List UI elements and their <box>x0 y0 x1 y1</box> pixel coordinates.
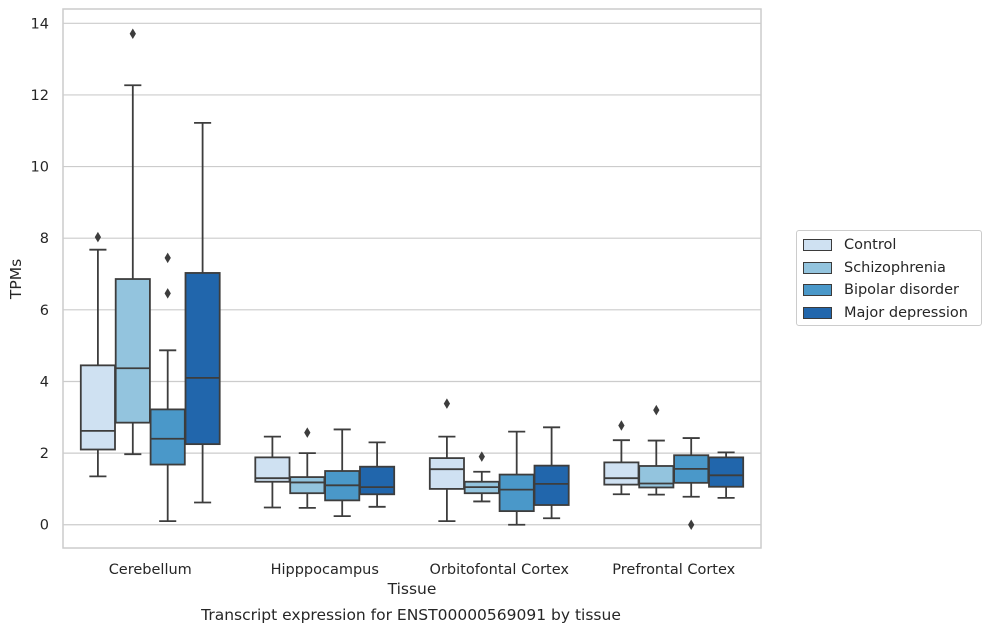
box-schizophrenia <box>289 427 326 509</box>
legend-item: Control <box>803 235 896 255</box>
legend-item: Schizophrenia <box>803 258 946 278</box>
box-major-depression <box>533 426 570 520</box>
y-tick-label: 4 <box>40 374 49 390</box>
legend-swatch <box>803 239 832 251</box>
legend-label: Control <box>844 237 897 253</box>
outlier-point <box>478 451 485 462</box>
box-schizophrenia <box>463 451 500 503</box>
y-tick-label: 8 <box>40 231 49 247</box>
y-tick-label: 12 <box>31 88 49 104</box>
x-tick-label: Hipppocampus <box>271 562 379 578</box>
legend-label: Major depression <box>844 304 968 321</box>
legend-label: Schizophrenia <box>844 259 946 276</box>
y-axis-label: TPMs <box>7 259 25 300</box>
outlier-point <box>688 519 695 530</box>
legend-swatch <box>803 284 832 296</box>
box-schizophrenia <box>114 28 151 456</box>
outlier-point <box>164 252 171 264</box>
y-tick-label: 0 <box>40 518 49 534</box>
outlier-point <box>164 288 171 299</box>
box-bipolar-disorder <box>149 252 186 523</box>
x-axis-label: Tissue <box>387 580 437 598</box>
box-major-depression <box>708 451 745 499</box>
outlier-point <box>443 398 451 409</box>
box-bipolar-disorder <box>673 437 710 530</box>
legend-swatch <box>803 306 832 319</box>
box-body <box>114 278 151 424</box>
box-control <box>603 420 640 496</box>
chart-caption: Transcript expression for ENST0000056909… <box>201 606 621 624</box>
box-body <box>289 476 326 495</box>
y-tick-label: 10 <box>31 160 49 176</box>
box-body <box>533 464 570 506</box>
box-bipolar-disorder <box>498 430 535 526</box>
x-tick-label: Orbitofontal Cortex <box>430 562 570 578</box>
legend-item: Major depression <box>803 303 968 323</box>
outlier-point <box>94 231 102 243</box>
y-tick-label: 6 <box>40 303 49 319</box>
outlier-point <box>618 420 625 431</box>
legend-swatch <box>803 261 832 274</box>
box-control <box>254 435 291 509</box>
box-major-depression <box>359 441 396 508</box>
box-body <box>428 457 465 490</box>
box-schizophrenia <box>638 404 675 496</box>
box-body <box>184 272 221 446</box>
x-tick-label: Prefrontal Cortex <box>612 562 735 578</box>
box-bipolar-disorder <box>324 428 361 518</box>
box-major-depression <box>184 121 221 504</box>
x-tick-labels: Cerebellum Hipppocampus Orbitofontal Corte… <box>109 562 736 578</box>
box-body <box>708 456 745 488</box>
box-control <box>428 398 465 523</box>
box-body <box>149 408 186 466</box>
outlier-point <box>304 427 311 438</box>
box-body <box>79 364 116 451</box>
box-body <box>498 473 535 513</box>
legend: Control Schizophrenia Bipolar disorder Majo… <box>796 230 982 326</box>
x-tick-label: Cerebellum <box>109 562 192 578</box>
y-tick-label: 2 <box>40 446 49 462</box>
legend-label: Bipolar disorder <box>844 282 959 298</box>
box-body <box>359 465 396 496</box>
plot-frame <box>62 8 762 549</box>
outlier-point <box>653 404 660 416</box>
box-body <box>603 461 640 486</box>
outlier-point <box>129 28 136 39</box>
box-control <box>79 231 116 478</box>
box-series <box>79 28 745 530</box>
legend-item: Bipolar disorder <box>803 280 959 300</box>
y-tick-labels: 0 2 4 6 8 10 12 14 <box>31 16 49 533</box>
y-tick-label: 14 <box>31 16 49 32</box>
